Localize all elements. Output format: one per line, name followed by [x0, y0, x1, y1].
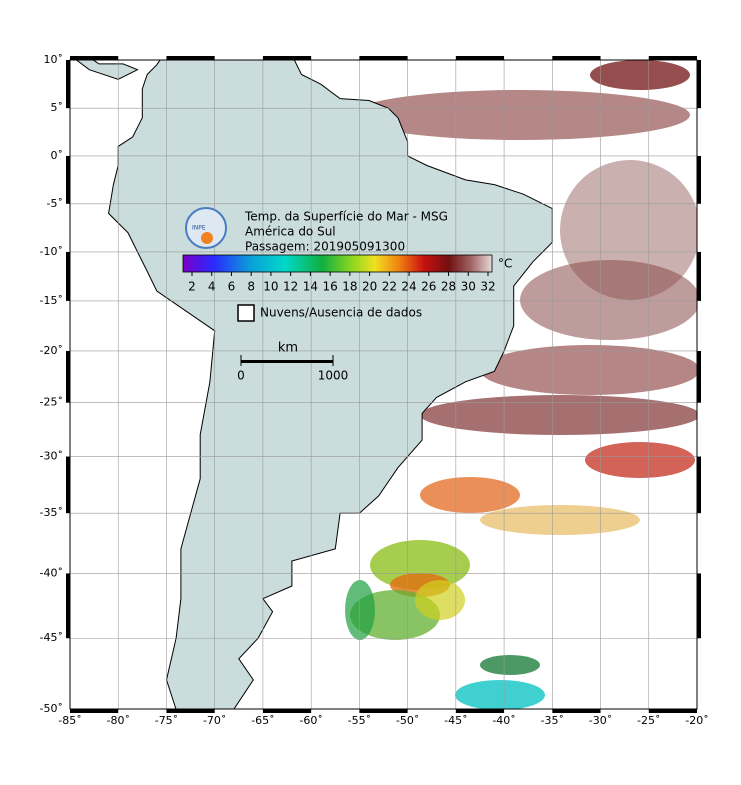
scale-tick-label: 1000 — [318, 369, 349, 383]
lon-tick-label: -30˚ — [589, 714, 612, 727]
lat-tick-label: -50˚ — [40, 702, 63, 715]
lon-tick-label: -75˚ — [155, 714, 178, 727]
frame-stripe — [66, 60, 70, 109]
frame-stripe — [455, 56, 505, 60]
title-line: Passagem: 201905091300 — [245, 240, 405, 254]
frame-stripe — [166, 709, 215, 713]
colorbar-tick-label: 14 — [303, 280, 318, 294]
frame-stripe — [697, 456, 701, 514]
colorbar-tick-label: 20 — [362, 280, 377, 294]
frame-stripe — [262, 709, 312, 713]
lon-tick-label: -20˚ — [685, 714, 708, 727]
scale-unit: km — [278, 341, 298, 356]
lon-tick-label: -50˚ — [396, 714, 419, 727]
colorbar — [182, 254, 493, 273]
lon-tick-label: -60˚ — [299, 714, 322, 727]
logo-text: INPE — [192, 225, 206, 232]
lat-tick-label: -40˚ — [40, 566, 63, 579]
frame-stripe — [359, 56, 408, 60]
colorbar-tick-label: 22 — [382, 280, 397, 294]
frame-stripe — [648, 56, 697, 60]
frame-stripe — [70, 709, 119, 713]
frame-stripe — [66, 350, 70, 403]
lat-tick-label: -20˚ — [40, 344, 63, 357]
scale-tick-label: 0 — [237, 369, 245, 383]
lat-tick-label: -15˚ — [40, 294, 63, 307]
colorbar-tick-label: 32 — [480, 280, 495, 294]
sst-patches — [345, 60, 697, 709]
logo-sun — [201, 232, 213, 244]
frame-stripe — [697, 573, 701, 639]
lon-tick-label: -35˚ — [541, 714, 564, 727]
lon-tick-label: -65˚ — [251, 714, 274, 727]
lon-tick-label: -45˚ — [444, 714, 467, 727]
lat-tick-label: 0˚ — [51, 149, 64, 162]
lon-tick-label: -70˚ — [203, 714, 226, 727]
frame-stripe — [697, 60, 701, 109]
colorbar-tick-label: 30 — [461, 280, 476, 294]
lat-tick-label: -45˚ — [40, 631, 63, 644]
title-line: Temp. da Superfície do Mar - MSG — [244, 210, 448, 224]
frame-stripe — [697, 350, 701, 403]
lat-tick-label: 10˚ — [44, 53, 64, 66]
colorbar-tick-label: 28 — [441, 280, 456, 294]
lon-tick-label: -80˚ — [106, 714, 129, 727]
colorbar-tick-label: 6 — [228, 280, 236, 294]
colorbar-tick-label: 24 — [401, 280, 416, 294]
colorbar-tick-label: 2 — [188, 280, 196, 294]
lat-tick-label: -30˚ — [40, 450, 63, 463]
lon-tick-label: -55˚ — [348, 714, 371, 727]
lat-tick-label: -5˚ — [47, 197, 63, 210]
frame-stripe — [66, 251, 70, 301]
lat-tick-label: -25˚ — [40, 396, 63, 409]
legend-swatch — [237, 304, 255, 322]
colorbar-tick-label: 16 — [322, 280, 337, 294]
frame-stripe — [66, 155, 70, 204]
frame-stripe — [455, 709, 505, 713]
frame-stripe — [697, 251, 701, 301]
title-line: América do Sul — [245, 225, 336, 239]
lon-tick-label: -25˚ — [637, 714, 660, 727]
frame-stripe — [359, 709, 408, 713]
lat-tick-label: -35˚ — [40, 506, 63, 519]
land — [75, 60, 139, 80]
scale-bar — [241, 360, 333, 363]
colorbar-tick-label: 4 — [208, 280, 216, 294]
colorbar-tick-label: 18 — [342, 280, 357, 294]
colorbar-unit: °C — [498, 257, 512, 271]
frame-stripe — [552, 56, 601, 60]
lat-tick-label: -10˚ — [40, 245, 63, 258]
colorbar-tick-label: 10 — [263, 280, 278, 294]
frame-stripe — [648, 709, 697, 713]
lat-tick-label: 5˚ — [51, 101, 64, 114]
logo — [185, 207, 227, 249]
frame-stripe — [552, 709, 601, 713]
frame-stripe — [70, 56, 119, 60]
colorbar-tick-label: 8 — [247, 280, 255, 294]
legend-label: Nuvens/Ausencia de dados — [260, 306, 422, 320]
lon-tick-label: -85˚ — [58, 714, 81, 727]
frame-stripe — [66, 456, 70, 514]
lon-tick-label: -40˚ — [492, 714, 515, 727]
colorbar-tick-label: 12 — [283, 280, 298, 294]
frame-stripe — [166, 56, 215, 60]
frame-stripe — [697, 155, 701, 204]
colorbar-tick-label: 26 — [421, 280, 436, 294]
frame-stripe — [66, 573, 70, 639]
frame-stripe — [262, 56, 312, 60]
